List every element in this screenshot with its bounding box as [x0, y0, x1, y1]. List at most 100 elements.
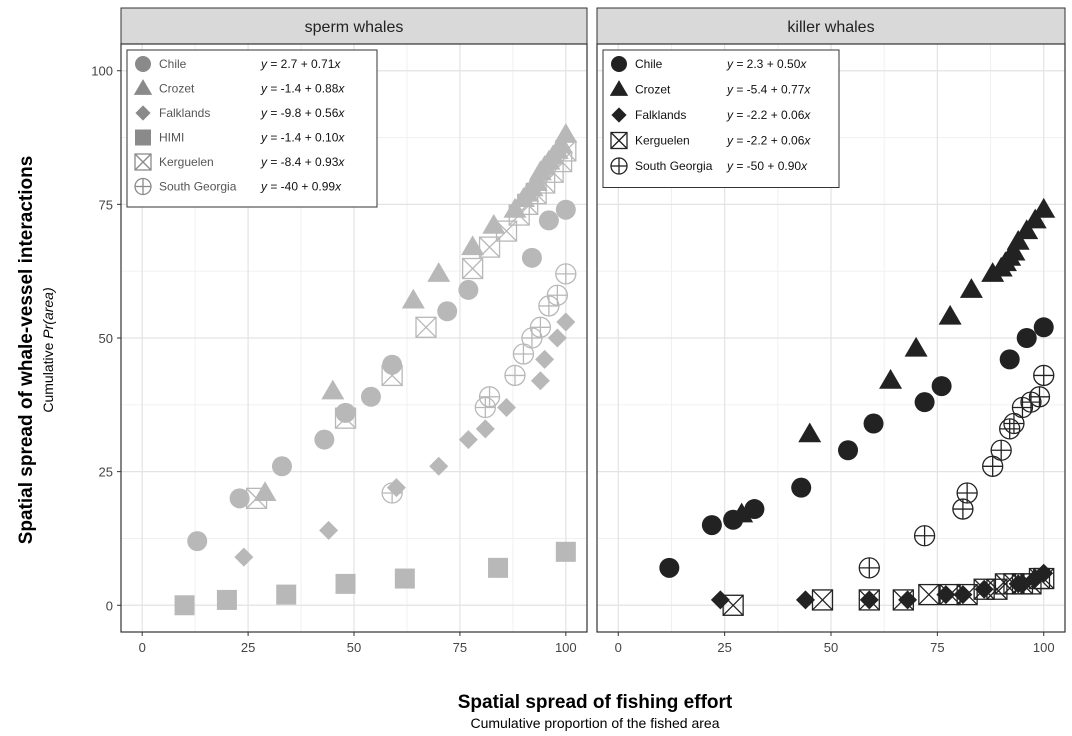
point-crozet	[401, 288, 425, 309]
point-chile	[838, 440, 859, 461]
point-falklands	[475, 419, 495, 439]
legend-symbol-crozet	[609, 80, 629, 96]
point-crozet	[1032, 197, 1056, 218]
point-south-georgia	[990, 439, 1012, 461]
point-south-georgia	[474, 396, 496, 419]
point-south-georgia	[1003, 412, 1025, 435]
legend-label-south-georgia: South Georgia	[635, 159, 713, 173]
legend-symbol-kerguelen	[610, 131, 628, 150]
legend-label-chile: Chile	[635, 57, 663, 71]
point-south-georgia	[529, 316, 552, 338]
point-falklands	[535, 349, 555, 369]
y-axis-subtitle: Cumulative Pr(area)	[40, 156, 56, 545]
point-crozet	[1002, 240, 1026, 261]
point-crozet	[427, 262, 451, 282]
point-chile	[1016, 328, 1037, 348]
chart-panels: sperm whales 0 25 50 75 100 0 25 50 75 100 Chile y =…	[91, 7, 1066, 655]
point-chile	[1033, 317, 1054, 338]
point-crozet	[798, 422, 822, 443]
y-tick-label: 75	[99, 197, 113, 212]
point-falklands	[898, 590, 918, 610]
point-kerguelen	[334, 407, 357, 429]
legend-equation-crozet: y = -5.4 + 0.77x	[726, 83, 811, 97]
legend-equation-himi: y = -1.4 + 0.10x	[260, 131, 345, 145]
legend-symbol-falklands	[611, 107, 627, 123]
point-kerguelen	[508, 204, 530, 226]
point-kerguelen	[811, 589, 834, 611]
point-falklands	[429, 456, 449, 476]
legend-label-falklands: Falklands	[635, 108, 686, 122]
point-himi	[335, 573, 356, 594]
point-chile	[314, 429, 335, 450]
point-falklands	[556, 312, 576, 332]
point-falklands	[234, 547, 254, 567]
point-south-georgia	[504, 364, 526, 387]
point-kerguelen	[525, 183, 547, 205]
x-tick-label: 0	[139, 640, 146, 655]
facet-title: killer whales	[787, 19, 874, 36]
point-kerguelen	[858, 589, 880, 611]
point-kerguelen	[542, 161, 564, 183]
point-kerguelen	[550, 150, 573, 173]
point-south-georgia	[956, 482, 978, 504]
legend-equation-south-georgia: y = -40 + 0.99x	[260, 180, 342, 194]
point-chile	[187, 531, 208, 552]
legend-label-south-georgia: South Georgia	[159, 180, 237, 194]
point-south-georgia	[858, 557, 880, 579]
x-tick-label: 75	[453, 640, 467, 655]
point-south-georgia	[555, 263, 577, 285]
data-points	[174, 123, 578, 616]
point-crozet	[938, 304, 962, 325]
point-himi	[555, 541, 576, 562]
y-axis-subtitle-prefix: Cumulative	[40, 338, 56, 413]
y-tick-label: 50	[99, 331, 113, 346]
point-south-georgia	[512, 343, 535, 365]
point-falklands	[497, 397, 517, 417]
point-chile	[659, 557, 680, 578]
x-tick-label: 50	[824, 640, 838, 655]
point-kerguelen	[461, 257, 484, 280]
panel-sperm-whales: sperm whales 0 25 50 75 100 0 25 50 75 100 Chile y =…	[91, 7, 588, 655]
point-crozet	[879, 368, 903, 389]
point-chile	[538, 210, 559, 231]
point-south-georgia	[538, 295, 560, 317]
point-south-georgia	[1033, 364, 1055, 387]
legend-label-crozet: Crozet	[635, 83, 671, 97]
point-kerguelen	[722, 594, 744, 616]
point-crozet	[959, 278, 983, 298]
point-himi	[216, 589, 237, 610]
legend-symbol-kerguelen	[134, 153, 152, 171]
legend-label-crozet: Crozet	[159, 82, 195, 96]
legend-equation-kerguelen: y = -8.4 + 0.93x	[260, 155, 345, 169]
point-chile	[437, 301, 458, 322]
point-crozet	[904, 336, 928, 357]
point-south-georgia	[546, 284, 568, 306]
point-south-georgia	[982, 455, 1004, 477]
legend-label-chile: Chile	[159, 57, 187, 71]
legend-equation-falklands: y = -2.2 + 0.06x	[726, 108, 811, 122]
point-crozet	[730, 502, 754, 523]
point-chile	[229, 488, 250, 509]
point-himi	[394, 568, 415, 589]
legend: Chile y = 2.7 + 0.71x Crozet y = -1.4 + 0.8…	[126, 49, 378, 208]
legend-symbol-south-georgia	[610, 157, 628, 175]
legend-box	[126, 49, 378, 208]
point-chile	[791, 477, 812, 498]
point-falklands	[319, 520, 339, 540]
point-falklands	[458, 430, 478, 450]
x-tick-label: 0	[615, 640, 622, 655]
point-chile	[744, 499, 765, 520]
point-crozet	[482, 213, 506, 234]
legend-label-himi: HIMI	[159, 131, 184, 145]
y-axis-title-block: Spatial spread of whale-vessel interacti…	[6, 90, 66, 610]
point-crozet	[554, 123, 578, 143]
point-crozet	[1006, 230, 1030, 250]
x-tick-label: 25	[241, 640, 255, 655]
legend-equation-kerguelen: y = -2.2 + 0.06x	[726, 134, 811, 148]
x-tick-label: 75	[930, 640, 944, 655]
facet-strip	[596, 7, 1066, 45]
point-chile	[271, 456, 292, 477]
legend-symbol-chile	[135, 56, 151, 72]
legend-symbol-himi	[135, 129, 151, 146]
